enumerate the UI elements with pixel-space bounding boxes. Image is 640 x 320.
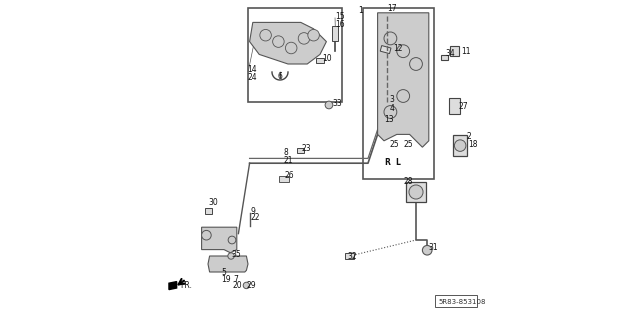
- Text: 31: 31: [429, 243, 438, 252]
- Circle shape: [243, 282, 250, 289]
- Text: 5R83-853108: 5R83-853108: [438, 299, 486, 305]
- Bar: [435, 295, 477, 307]
- Polygon shape: [250, 22, 326, 64]
- Text: 12: 12: [393, 44, 403, 53]
- Text: 13: 13: [384, 115, 394, 124]
- Text: 7: 7: [233, 275, 238, 284]
- Text: 4: 4: [390, 104, 395, 113]
- Text: 6: 6: [278, 72, 283, 81]
- Circle shape: [260, 29, 271, 41]
- Circle shape: [273, 36, 284, 47]
- Bar: [205, 208, 212, 214]
- Text: 21: 21: [284, 156, 293, 164]
- Circle shape: [325, 101, 333, 109]
- Text: 20: 20: [233, 281, 243, 290]
- Polygon shape: [169, 282, 177, 290]
- Bar: [333, 26, 339, 41]
- Circle shape: [409, 185, 423, 199]
- Bar: [449, 98, 460, 114]
- Text: 18: 18: [468, 140, 477, 149]
- Text: 33: 33: [332, 99, 342, 108]
- Circle shape: [410, 58, 422, 70]
- Text: 8: 8: [284, 148, 289, 157]
- Bar: [280, 176, 289, 182]
- Text: 28: 28: [404, 177, 413, 186]
- Text: 29: 29: [246, 281, 256, 290]
- Text: 24: 24: [247, 73, 257, 82]
- Bar: [450, 46, 460, 56]
- Text: 1: 1: [358, 6, 363, 15]
- Circle shape: [397, 90, 410, 102]
- Polygon shape: [202, 227, 237, 253]
- Text: 35: 35: [232, 250, 241, 259]
- Bar: [297, 148, 305, 153]
- Circle shape: [228, 253, 234, 259]
- Circle shape: [454, 140, 466, 151]
- Text: 14: 14: [247, 65, 257, 74]
- Circle shape: [384, 32, 397, 45]
- Text: 22: 22: [251, 213, 260, 222]
- Circle shape: [384, 106, 397, 118]
- Text: 9: 9: [251, 207, 255, 216]
- Text: 10: 10: [323, 54, 332, 63]
- Text: 3: 3: [390, 95, 395, 104]
- Text: 15: 15: [335, 12, 344, 20]
- Text: 23: 23: [301, 144, 311, 153]
- Text: 30: 30: [209, 198, 218, 207]
- Polygon shape: [378, 13, 429, 147]
- Text: L: L: [396, 158, 400, 167]
- Text: 34: 34: [445, 49, 455, 58]
- Bar: [380, 45, 391, 54]
- Bar: [453, 135, 467, 156]
- Circle shape: [298, 33, 310, 44]
- Circle shape: [308, 29, 319, 41]
- Text: 27: 27: [458, 102, 468, 111]
- Text: 32: 32: [347, 252, 357, 261]
- Text: 11: 11: [461, 47, 470, 56]
- Bar: [442, 55, 448, 60]
- Text: 25: 25: [390, 140, 399, 149]
- Text: 17: 17: [387, 4, 397, 13]
- Text: R: R: [384, 158, 390, 167]
- Circle shape: [397, 45, 410, 58]
- Circle shape: [285, 42, 297, 54]
- Circle shape: [228, 236, 236, 244]
- Text: 26: 26: [285, 171, 294, 180]
- Circle shape: [422, 245, 432, 255]
- Bar: [406, 182, 426, 202]
- Text: 2: 2: [466, 132, 471, 141]
- Text: 5: 5: [221, 268, 227, 277]
- Text: 19: 19: [221, 275, 231, 284]
- Bar: [248, 8, 342, 102]
- Text: 16: 16: [335, 20, 344, 29]
- Bar: [364, 8, 434, 179]
- Text: FR.: FR.: [180, 281, 192, 290]
- Bar: [316, 58, 324, 63]
- Circle shape: [202, 230, 211, 240]
- Bar: [346, 253, 355, 259]
- Text: 25: 25: [404, 140, 413, 149]
- Polygon shape: [208, 256, 248, 272]
